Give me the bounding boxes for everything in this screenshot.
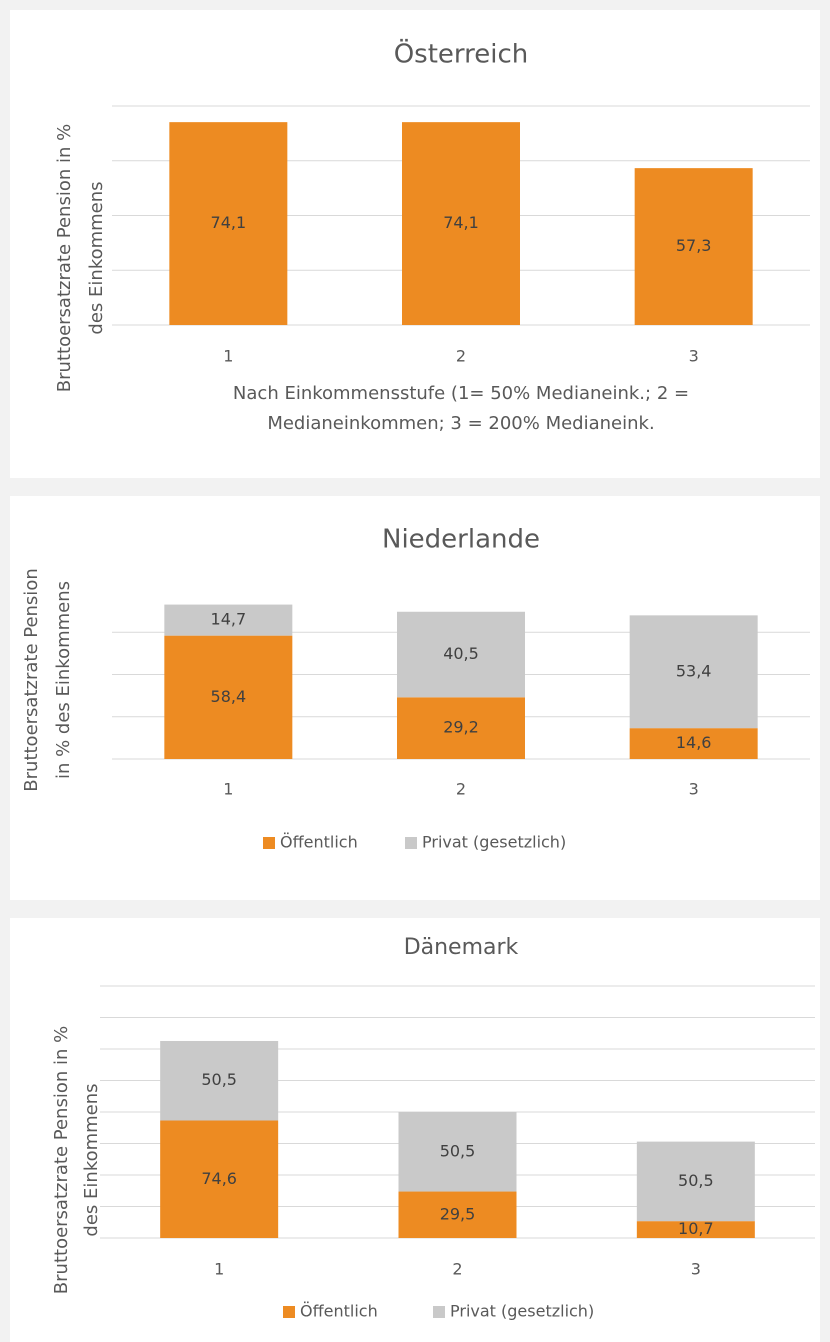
legend-label: Öffentlich bbox=[280, 833, 358, 852]
legend-swatch bbox=[263, 837, 275, 849]
data-label: 14,6 bbox=[676, 733, 712, 752]
data-label: 74,1 bbox=[211, 213, 247, 232]
bar-segment bbox=[629, 728, 758, 759]
data-label: 57,3 bbox=[676, 236, 712, 255]
bar bbox=[169, 122, 288, 326]
x-tick-label: 3 bbox=[691, 1260, 701, 1279]
y-axis-title: Bruttoersatzrate Pension bbox=[21, 568, 42, 791]
y-axis-title: des Einkommens bbox=[86, 181, 107, 334]
data-label: 40,5 bbox=[443, 644, 479, 663]
legend-swatch bbox=[283, 1306, 295, 1318]
x-tick-label: 1 bbox=[214, 1260, 224, 1279]
x-tick-label: 3 bbox=[689, 347, 699, 366]
y-axis-title: Bruttoersatzrate Pension in % bbox=[51, 1026, 72, 1294]
data-label: 74,1 bbox=[443, 213, 479, 232]
legend-label: Privat (gesetzlich) bbox=[450, 1302, 594, 1321]
data-label: 74,6 bbox=[201, 1169, 237, 1188]
bar-segment bbox=[164, 604, 293, 636]
x-axis-title: Medianeinkommen; 3 = 200% Medianeink. bbox=[267, 413, 654, 434]
data-label: 29,5 bbox=[440, 1204, 476, 1223]
data-label: 50,5 bbox=[440, 1141, 476, 1160]
chart-title: Niederlande bbox=[382, 525, 540, 555]
data-label: 53,4 bbox=[676, 661, 712, 680]
x-tick-label: 2 bbox=[456, 347, 466, 366]
x-tick-label: 2 bbox=[456, 780, 466, 799]
legend-label: Privat (gesetzlich) bbox=[422, 833, 566, 852]
bar-segment bbox=[160, 1040, 279, 1121]
bar-segment bbox=[164, 635, 293, 759]
x-tick-label: 2 bbox=[452, 1260, 462, 1279]
x-tick-label: 1 bbox=[223, 347, 233, 366]
bar-segment bbox=[636, 1141, 755, 1222]
data-label: 10,7 bbox=[678, 1219, 714, 1238]
bar-segment bbox=[397, 611, 525, 698]
data-label: 58,4 bbox=[211, 687, 247, 706]
y-axis-title: in % des Einkommens bbox=[53, 581, 74, 779]
x-tick-label: 1 bbox=[223, 780, 233, 799]
bar-segment bbox=[160, 1120, 279, 1238]
data-label: 14,7 bbox=[211, 610, 247, 629]
bar-segment bbox=[397, 697, 525, 759]
x-axis-title: Nach Einkommensstufe (1= 50% Medianeink.… bbox=[233, 383, 689, 404]
legend-label: Öffentlich bbox=[300, 1302, 378, 1321]
bar bbox=[634, 168, 753, 325]
legend-swatch bbox=[405, 837, 417, 849]
bar-segment bbox=[398, 1191, 517, 1238]
y-axis-title: Bruttoersatzrate Pension in % bbox=[54, 124, 75, 392]
x-tick-label: 3 bbox=[689, 780, 699, 799]
bar bbox=[402, 122, 520, 326]
data-label: 29,2 bbox=[443, 718, 479, 737]
chart-title: Österreich bbox=[394, 38, 529, 70]
bar-segment bbox=[629, 615, 758, 729]
chart-title: Dänemark bbox=[404, 935, 519, 960]
data-label: 50,5 bbox=[201, 1070, 237, 1089]
y-axis-title: des Einkommens bbox=[81, 1083, 102, 1236]
data-label: 50,5 bbox=[678, 1171, 714, 1190]
bar-segment bbox=[636, 1221, 755, 1238]
legend-swatch bbox=[433, 1306, 445, 1318]
bar-segment bbox=[398, 1112, 517, 1192]
